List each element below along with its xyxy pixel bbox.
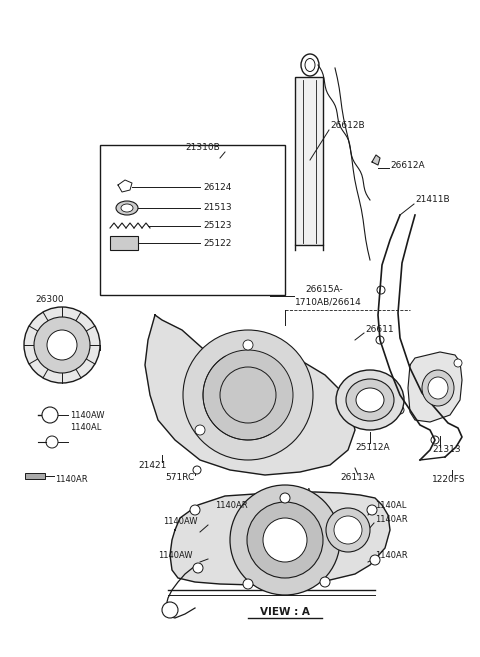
Circle shape — [230, 485, 340, 595]
Bar — [100, 145, 285, 295]
Text: 1710AB/26614: 1710AB/26614 — [295, 298, 362, 307]
Text: 1140A_: 1140A_ — [285, 487, 316, 497]
Text: 25123: 25123 — [203, 221, 231, 231]
Circle shape — [247, 502, 323, 578]
Circle shape — [454, 359, 462, 367]
Ellipse shape — [428, 377, 448, 399]
Circle shape — [243, 579, 253, 589]
Circle shape — [46, 436, 58, 448]
Circle shape — [376, 336, 384, 344]
Text: 21313: 21313 — [432, 445, 461, 455]
Text: VIEW : A: VIEW : A — [260, 607, 310, 617]
Ellipse shape — [305, 58, 315, 72]
Polygon shape — [118, 180, 132, 192]
Circle shape — [320, 577, 330, 587]
Circle shape — [377, 286, 385, 294]
Bar — [295, 77, 323, 245]
Ellipse shape — [346, 379, 394, 421]
Circle shape — [431, 436, 439, 444]
Circle shape — [280, 493, 290, 503]
Circle shape — [263, 518, 307, 562]
Circle shape — [193, 563, 203, 573]
Text: 26615A-: 26615A- — [305, 286, 343, 294]
Circle shape — [195, 425, 205, 435]
Text: 1140AR: 1140AR — [375, 551, 408, 560]
Ellipse shape — [336, 370, 404, 430]
Bar — [25, 473, 45, 479]
Text: 25112A: 25112A — [355, 443, 390, 451]
Ellipse shape — [422, 370, 454, 406]
Text: 1140AL: 1140AL — [375, 501, 407, 509]
Text: 26124: 26124 — [203, 183, 231, 191]
Polygon shape — [408, 352, 462, 422]
Text: 26612A: 26612A — [390, 160, 425, 170]
Circle shape — [203, 350, 293, 440]
Text: 1140AR: 1140AR — [215, 501, 248, 509]
Circle shape — [24, 307, 100, 383]
Text: 1140AR: 1140AR — [375, 516, 408, 524]
Circle shape — [47, 330, 77, 360]
Ellipse shape — [116, 201, 138, 215]
Text: 21513: 21513 — [203, 204, 232, 212]
Ellipse shape — [121, 204, 133, 212]
Text: 26612B: 26612B — [330, 120, 365, 129]
Bar — [110, 236, 138, 250]
Circle shape — [243, 340, 253, 350]
Circle shape — [193, 466, 201, 474]
Text: 1220FS: 1220FS — [432, 476, 466, 484]
Circle shape — [42, 407, 58, 423]
Text: 26300: 26300 — [35, 296, 64, 304]
Ellipse shape — [356, 388, 384, 412]
Polygon shape — [170, 492, 390, 585]
Ellipse shape — [301, 54, 319, 76]
Text: 1140AL: 1140AL — [70, 424, 101, 432]
Text: 21421: 21421 — [138, 461, 167, 470]
Polygon shape — [145, 315, 355, 475]
Text: 1140AW: 1140AW — [70, 411, 105, 420]
Circle shape — [367, 505, 377, 515]
Circle shape — [190, 505, 200, 515]
Circle shape — [183, 330, 313, 460]
Text: 1140AW: 1140AW — [158, 551, 192, 560]
Text: 26611: 26611 — [365, 325, 394, 334]
Circle shape — [162, 602, 178, 618]
Polygon shape — [372, 155, 380, 165]
Circle shape — [326, 508, 370, 552]
Text: 26113A: 26113A — [340, 474, 375, 482]
Circle shape — [370, 555, 380, 565]
Text: 25122: 25122 — [203, 238, 231, 248]
Text: 21310B: 21310B — [185, 143, 220, 152]
Text: 21411B: 21411B — [415, 196, 450, 204]
Circle shape — [396, 406, 404, 414]
Text: 571RC: 571RC — [165, 474, 194, 482]
Circle shape — [34, 317, 90, 373]
Text: 1140AW: 1140AW — [163, 518, 197, 526]
Circle shape — [334, 516, 362, 544]
Text: 1140AR: 1140AR — [55, 476, 88, 484]
